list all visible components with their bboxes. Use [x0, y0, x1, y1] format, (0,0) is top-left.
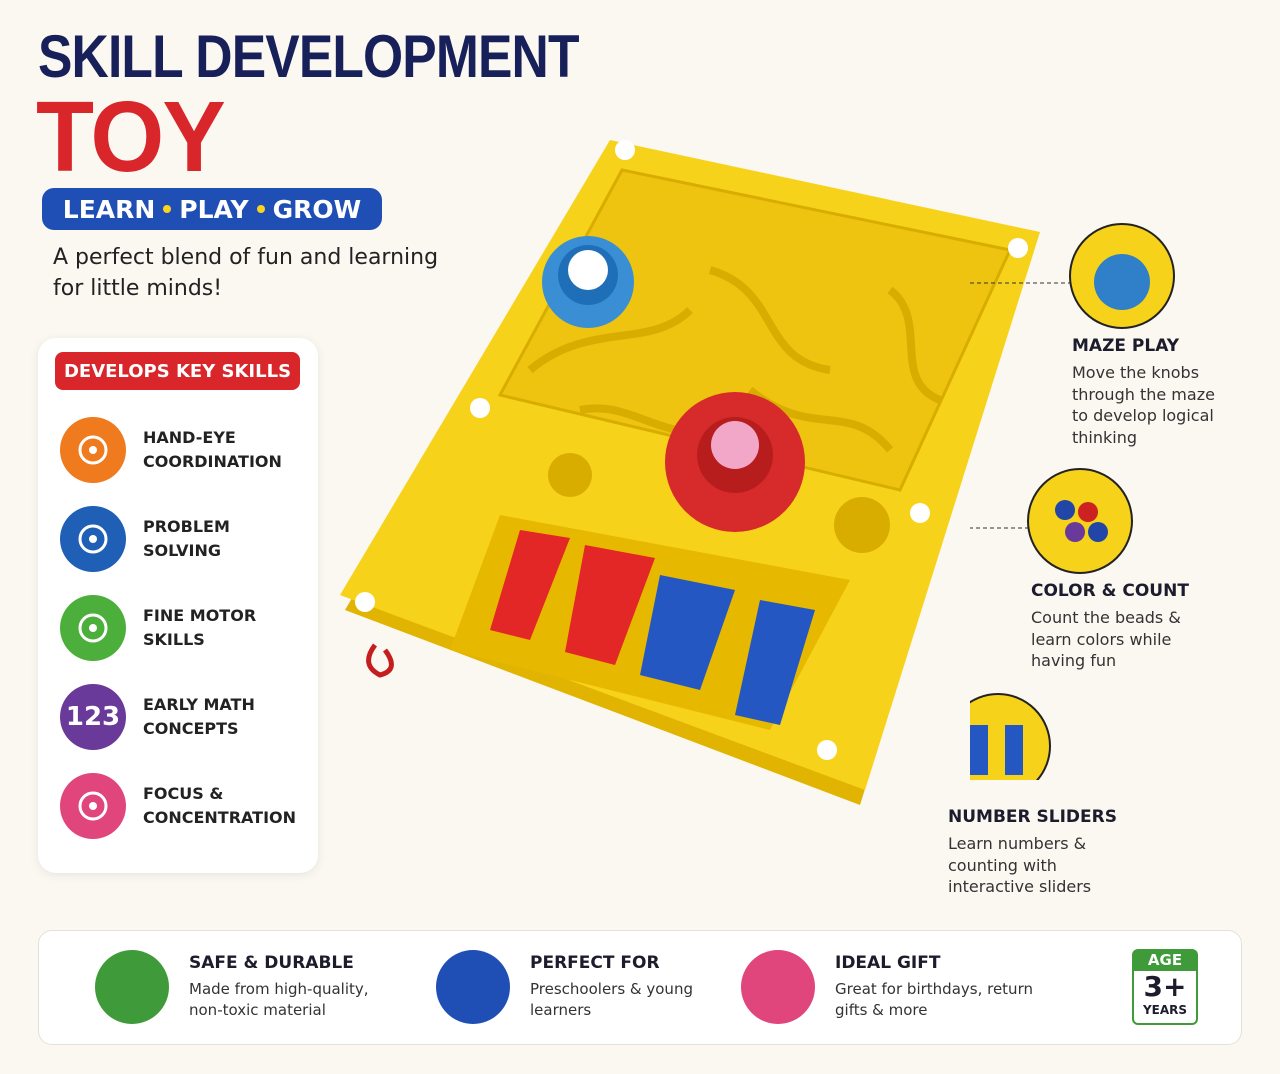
skill-icon: 123 — [60, 684, 126, 750]
callout: NUMBER SLIDERS Learn numbers & counting w… — [948, 807, 1118, 898]
tagline-word: GROW — [272, 194, 362, 224]
feature-title: SAFE & DURABLE — [189, 953, 354, 973]
dot — [256, 205, 265, 213]
feature-title: PERFECT FOR — [530, 953, 660, 973]
feature: PERFECT FOR Preschoolers & young learners — [436, 950, 736, 1024]
skill-label: FOCUS & CONCENTRATION — [143, 784, 297, 827]
skill-item: PROBLEM SOLVING — [60, 506, 310, 572]
description: A perfect blend of fun and learning for … — [53, 245, 439, 301]
callout-images — [970, 223, 1175, 780]
skill-label: PROBLEM SOLVING — [143, 517, 230, 560]
feature-title: IDEAL GIFT — [835, 953, 941, 973]
dot — [163, 205, 172, 213]
tagline-word: LEARN — [62, 194, 156, 224]
feature-text: SAFE & DURABLE Made from high-quality, no… — [189, 953, 389, 1021]
skill-label: EARLY MATH CONCEPTS — [143, 695, 255, 738]
callout-title: MAZE PLAY — [1072, 336, 1180, 356]
icon-glyph — [78, 791, 108, 821]
feature-icon — [436, 950, 510, 1024]
skill-label: FINE MOTOR SKILLS — [143, 606, 257, 649]
skill-icon — [60, 773, 126, 839]
skill-icon — [60, 506, 126, 572]
feature-icon — [741, 950, 815, 1024]
callout: MAZE PLAY Move the knobs through the maze… — [1072, 336, 1222, 448]
toy-image — [340, 140, 1040, 805]
callout-text: Count the beads & learn colors while hav… — [1031, 608, 1181, 670]
age-value: 3+ — [1143, 970, 1187, 1003]
callout-title: COLOR & COUNT — [1031, 581, 1189, 601]
callout-text: Learn numbers & counting with interactiv… — [948, 834, 1092, 896]
feature-text: IDEAL GIFT Great for birthdays, return gi… — [835, 953, 1035, 1021]
age-unit: YEARS — [1142, 1003, 1188, 1017]
callout: COLOR & COUNT Count the beads & learn col… — [1031, 581, 1191, 672]
feature-icon — [95, 950, 169, 1024]
icon-glyph — [78, 435, 108, 465]
age-label: AGE — [1134, 951, 1196, 971]
callout-title: NUMBER SLIDERS — [948, 807, 1117, 827]
skill-icon — [60, 595, 126, 661]
feature: SAFE & DURABLE Made from high-quality, no… — [95, 950, 395, 1024]
feature-desc: Preschoolers & young learners — [530, 980, 693, 1019]
icon-glyph — [78, 524, 108, 554]
feature-desc: Great for birthdays, return gifts & more — [835, 980, 1033, 1019]
title-accent: TOY — [36, 81, 226, 193]
icon-glyph — [78, 613, 108, 643]
skill-item: FOCUS & CONCENTRATION — [60, 773, 310, 839]
feature: IDEAL GIFT Great for birthdays, return gi… — [741, 950, 1041, 1024]
skill-icon — [60, 417, 126, 483]
skills-heading: DEVELOPS KEY SKILLS — [55, 352, 300, 390]
skill-item: HAND-EYE COORDINATION — [60, 417, 310, 483]
skill-label: HAND-EYE COORDINATION — [143, 428, 282, 471]
tagline-word: PLAY — [179, 194, 249, 224]
feature-desc: Made from high-quality, non-toxic materi… — [189, 980, 369, 1019]
age-badge: AGE 3+ YEARS — [1132, 949, 1198, 1025]
callout-text: Move the knobs through the maze to devel… — [1072, 363, 1215, 447]
feature-text: PERFECT FOR Preschoolers & young learners — [530, 953, 730, 1021]
tagline: LEARN PLAY GROW — [42, 188, 382, 230]
skill-item: FINE MOTOR SKILLS — [60, 595, 310, 661]
skill-item: 123 EARLY MATH CONCEPTS — [60, 684, 310, 750]
title: SKILL DEVELOPMENT — [38, 23, 579, 90]
feature-bar — [38, 930, 1242, 1045]
